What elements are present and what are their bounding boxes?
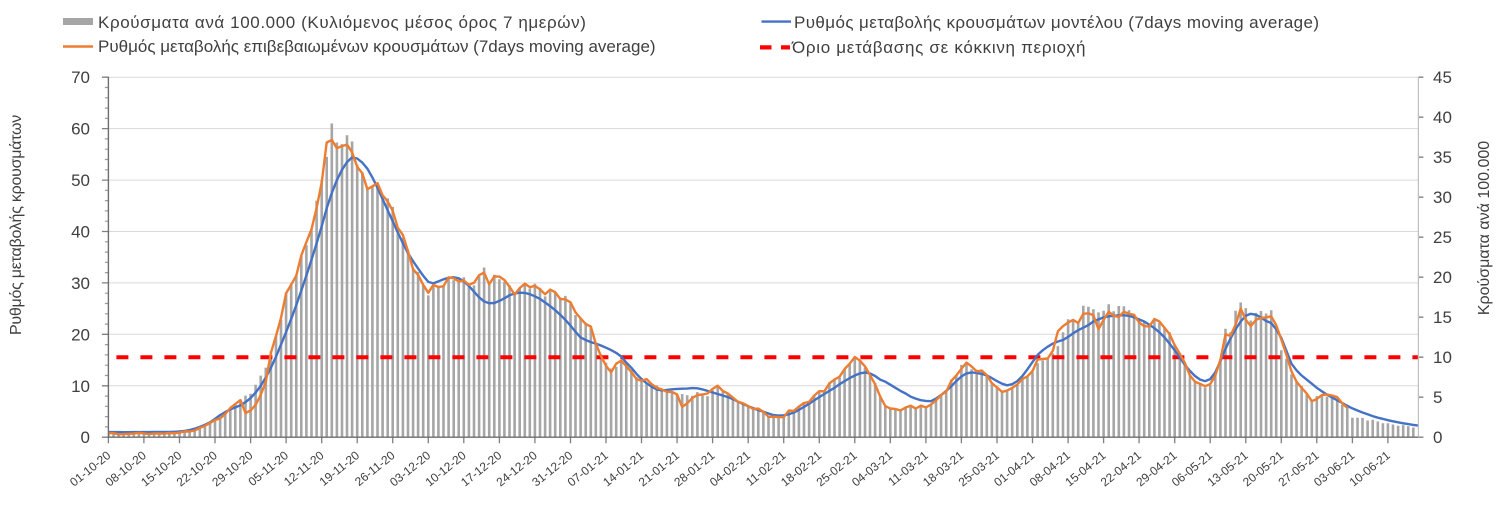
- svg-text:0: 0: [81, 428, 90, 447]
- svg-text:Ρυθμός μεταβολής επιβεβαιωμένω: Ρυθμός μεταβολής επιβεβαιωμένων κρουσμάτ…: [98, 37, 656, 56]
- svg-text:40: 40: [71, 223, 90, 242]
- svg-text:Κρούσματα ανά 100.000: Κρούσματα ανά 100.000: [1476, 141, 1493, 315]
- svg-text:10: 10: [71, 377, 90, 396]
- svg-text:30: 30: [71, 274, 90, 293]
- svg-text:50: 50: [71, 171, 90, 190]
- svg-text:45: 45: [1433, 68, 1452, 87]
- svg-text:Ρυθμός μεταβολής κρουσμάτων: Ρυθμός μεταβολής κρουσμάτων: [8, 115, 25, 335]
- svg-text:10: 10: [1433, 348, 1452, 367]
- svg-text:0: 0: [1433, 428, 1442, 447]
- svg-text:20: 20: [71, 325, 90, 344]
- svg-text:Κρούσματα ανά 100.000 (Κυλιόμ: Κρούσματα ανά 100.000 (Κυλιόμενος μέσος …: [98, 13, 586, 32]
- svg-text:30: 30: [1433, 188, 1452, 207]
- svg-text:5: 5: [1433, 388, 1442, 407]
- svg-text:60: 60: [71, 120, 90, 139]
- svg-text:70: 70: [71, 68, 90, 87]
- svg-text:Ρυθμός μεταβολής κρουσμάτων μο: Ρυθμός μεταβολής κρουσμάτων μοντέλου (7d…: [794, 13, 1319, 32]
- svg-text:Όριο μετάβασης σε κόκκινη περι: Όριο μετάβασης σε κόκκινη περιοχή: [791, 38, 1086, 57]
- svg-text:35: 35: [1433, 148, 1452, 167]
- svg-text:15: 15: [1433, 308, 1452, 327]
- svg-text:25: 25: [1433, 228, 1452, 247]
- svg-text:20: 20: [1433, 268, 1452, 287]
- svg-text:40: 40: [1433, 108, 1452, 127]
